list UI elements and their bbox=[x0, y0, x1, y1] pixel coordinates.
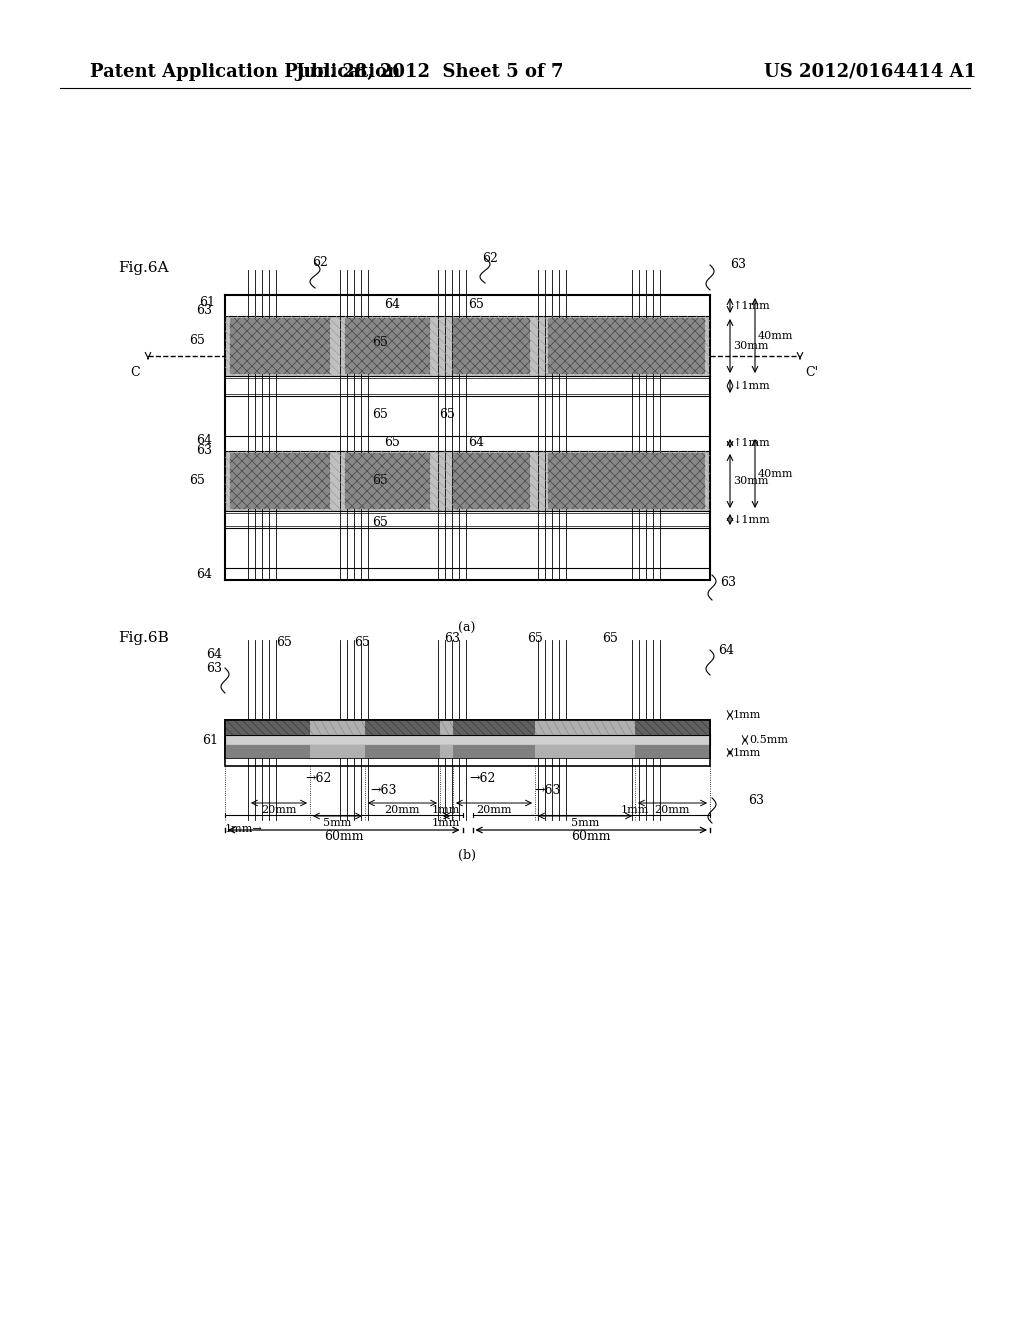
Text: 65: 65 bbox=[384, 436, 400, 449]
Text: C': C' bbox=[806, 366, 818, 379]
Text: 30mm: 30mm bbox=[733, 477, 768, 486]
Text: ↑1mm: ↑1mm bbox=[733, 301, 771, 312]
Text: ↓1mm: ↓1mm bbox=[733, 381, 771, 391]
Text: 65: 65 bbox=[372, 408, 388, 421]
Bar bbox=[548, 318, 705, 374]
Bar bbox=[365, 744, 440, 758]
Text: 65: 65 bbox=[468, 297, 484, 310]
Bar bbox=[230, 318, 330, 374]
Text: 63: 63 bbox=[720, 576, 736, 589]
Text: 62: 62 bbox=[482, 252, 498, 264]
Text: 65: 65 bbox=[189, 474, 205, 487]
Text: 63: 63 bbox=[206, 661, 222, 675]
Text: (a): (a) bbox=[459, 622, 476, 635]
Text: 40mm: 40mm bbox=[758, 469, 794, 479]
Text: 64: 64 bbox=[196, 433, 212, 446]
Text: 1mm: 1mm bbox=[621, 805, 649, 814]
Bar bbox=[225, 315, 710, 376]
Text: 20mm: 20mm bbox=[476, 805, 512, 814]
Text: 65: 65 bbox=[189, 334, 205, 346]
Text: 65: 65 bbox=[354, 636, 370, 649]
Bar bbox=[453, 453, 530, 510]
Text: 20mm: 20mm bbox=[261, 805, 297, 814]
Text: 63: 63 bbox=[730, 259, 746, 272]
Text: 60mm: 60mm bbox=[571, 830, 611, 843]
Text: →63: →63 bbox=[535, 784, 561, 796]
Text: 63: 63 bbox=[748, 793, 764, 807]
Text: (b): (b) bbox=[458, 849, 476, 862]
Text: 1mm→: 1mm→ bbox=[225, 824, 263, 834]
Text: ↑1mm: ↑1mm bbox=[733, 438, 771, 447]
Text: 64: 64 bbox=[468, 436, 484, 449]
Text: 20mm: 20mm bbox=[384, 805, 420, 814]
Bar bbox=[225, 744, 710, 758]
Text: 64: 64 bbox=[718, 644, 734, 656]
Text: 61: 61 bbox=[202, 734, 218, 747]
Text: 65: 65 bbox=[439, 408, 455, 421]
Text: Jun. 28, 2012  Sheet 5 of 7: Jun. 28, 2012 Sheet 5 of 7 bbox=[296, 63, 564, 81]
Text: 63: 63 bbox=[196, 444, 212, 457]
Text: 60mm: 60mm bbox=[324, 830, 364, 843]
Text: 61: 61 bbox=[199, 296, 215, 309]
Bar bbox=[635, 719, 710, 735]
Text: Patent Application Publication: Patent Application Publication bbox=[90, 63, 400, 81]
Bar bbox=[548, 453, 705, 510]
Text: 20mm: 20mm bbox=[654, 805, 690, 814]
Text: 64: 64 bbox=[206, 648, 222, 661]
Bar bbox=[453, 318, 530, 374]
Text: 65: 65 bbox=[372, 474, 388, 487]
Text: 1mm: 1mm bbox=[432, 805, 460, 814]
Text: 65: 65 bbox=[602, 631, 617, 644]
Text: 64: 64 bbox=[196, 568, 212, 581]
Text: C: C bbox=[130, 366, 140, 379]
Bar bbox=[365, 719, 440, 735]
Text: 65: 65 bbox=[527, 631, 543, 644]
Text: 63: 63 bbox=[444, 631, 460, 644]
Text: 30mm: 30mm bbox=[733, 341, 768, 351]
Text: 65: 65 bbox=[276, 636, 292, 649]
Text: 5mm: 5mm bbox=[323, 818, 351, 828]
Bar bbox=[225, 735, 710, 744]
Bar bbox=[225, 744, 310, 758]
Text: 63: 63 bbox=[196, 304, 212, 317]
Text: 62: 62 bbox=[312, 256, 328, 269]
Text: Fig.6B: Fig.6B bbox=[118, 631, 169, 645]
Text: 64: 64 bbox=[384, 297, 400, 310]
Text: 40mm: 40mm bbox=[758, 331, 794, 341]
Bar bbox=[453, 744, 535, 758]
Text: →62: →62 bbox=[305, 771, 331, 784]
Text: 65: 65 bbox=[372, 335, 388, 348]
Bar bbox=[225, 719, 710, 735]
Bar bbox=[230, 453, 330, 510]
Text: US 2012/0164414 A1: US 2012/0164414 A1 bbox=[764, 63, 976, 81]
Text: 1mm: 1mm bbox=[432, 818, 460, 828]
Bar bbox=[225, 451, 710, 511]
Text: →63: →63 bbox=[371, 784, 397, 796]
Bar bbox=[225, 719, 710, 766]
Bar bbox=[345, 453, 430, 510]
Bar bbox=[635, 744, 710, 758]
Bar bbox=[345, 318, 430, 374]
Text: 1mm: 1mm bbox=[733, 748, 762, 758]
Text: ↓1mm: ↓1mm bbox=[733, 515, 771, 525]
Text: 0.5mm: 0.5mm bbox=[749, 735, 788, 744]
Text: 65: 65 bbox=[372, 516, 388, 528]
Text: →62: →62 bbox=[469, 771, 496, 784]
Bar bbox=[225, 719, 310, 735]
Text: 1mm: 1mm bbox=[733, 710, 762, 719]
Text: 5mm: 5mm bbox=[570, 818, 599, 828]
Text: Fig.6A: Fig.6A bbox=[118, 261, 169, 275]
Bar bbox=[453, 719, 535, 735]
